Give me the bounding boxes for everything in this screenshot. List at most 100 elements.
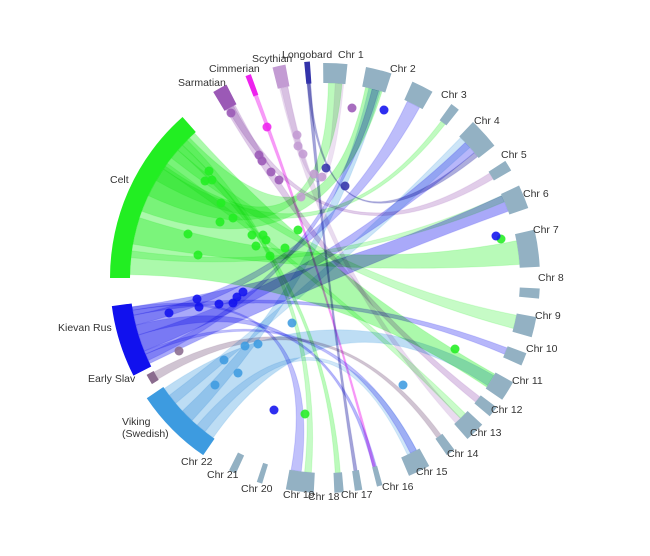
marker-dot-celt [207, 175, 217, 185]
marker-dot-scythian [309, 169, 319, 179]
label-chr-20: Chr 20 [241, 483, 273, 495]
marker-dot-scythian [292, 130, 302, 140]
marker-dot-kievan-rus [232, 292, 242, 302]
labels-layer: Celt Kievan Rus Early Slav Viking (Swedish) S… [58, 49, 564, 503]
marker-dot-sarmatian [266, 167, 276, 177]
label-early-slav: Early Slav [88, 373, 136, 385]
arc-chr-1 [323, 62, 348, 85]
marker-dot-kievan-rus [164, 308, 174, 318]
label-chr-21: Chr 21 [207, 469, 239, 481]
label-chr-2: Chr 2 [390, 63, 416, 75]
marker-dot-viking [240, 341, 250, 351]
marker-dot-scythian [293, 141, 303, 151]
label-scythian: Scythian [252, 53, 292, 65]
marker-dot-scythian [296, 192, 306, 202]
arc-chr-8 [515, 229, 540, 268]
label-chr-8: Chr 8 [538, 272, 564, 284]
marker-dot-longobard [321, 163, 331, 173]
marker-dot-kievan-rus [194, 302, 204, 312]
marker-dot-kievan-rus [379, 105, 389, 115]
ribbon-celt-chr-14 [162, 162, 466, 419]
label-chr-10: Chr 10 [526, 343, 558, 355]
marker-dot-celt [258, 230, 268, 240]
marker-dot-kievan-rus [192, 294, 202, 304]
label-chr-13: Chr 13 [470, 427, 502, 439]
arc-kievan-rus [111, 303, 152, 376]
marker-dot-kievan-rus [269, 405, 279, 415]
marker-dot-scythian [298, 149, 308, 159]
label-chr-11: Chr 11 [512, 375, 543, 387]
marker-dot-viking [233, 368, 243, 378]
label-chr-9: Chr 9 [535, 310, 561, 322]
ribbon-viking-chr-2 [181, 87, 382, 422]
arc-chr-2 [362, 66, 392, 93]
arc-chr-15 [435, 433, 455, 456]
label-chr-22: Chr 22 [181, 456, 213, 468]
marker-dot-viking [287, 318, 297, 328]
arc-chr-7 [501, 185, 529, 215]
arc-chr-11 [503, 346, 527, 366]
arc-chr-20 [285, 469, 315, 493]
label-chr-18: Chr 18 [308, 491, 340, 503]
marker-dot-scythian [317, 172, 327, 182]
label-chr-14: Chr 14 [447, 448, 479, 460]
marker-dot-celt [300, 409, 310, 419]
marker-dot-celt [247, 230, 257, 240]
marker-dot-sarmatian [274, 175, 284, 185]
arc-chr-12 [485, 372, 514, 400]
marker-dot-longobard [340, 181, 350, 191]
label-cimmerian: Cimmerian [209, 63, 260, 75]
dots-layer [164, 103, 506, 419]
label-longobard: Longobard [282, 49, 332, 61]
label-chr-5: Chr 5 [501, 149, 527, 161]
arc-chr-6 [488, 160, 512, 181]
marker-dot-celt [265, 251, 275, 261]
arc-chr-9 [519, 287, 540, 299]
label-chr-12: Chr 12 [491, 404, 523, 416]
ribbon-viking-chr-5 [168, 137, 471, 405]
marker-dot-celt [200, 176, 210, 186]
ribbon-viking-chr-12 [163, 329, 495, 439]
label-chr-16: Chr 16 [382, 481, 414, 493]
label-chr-3: Chr 3 [441, 89, 467, 101]
marker-dot-celt [228, 213, 238, 223]
arc-chr-14 [454, 410, 483, 440]
label-chr-7: Chr 7 [533, 224, 559, 236]
marker-dot-celt [216, 198, 226, 208]
ribbon-early-slav-chr-15 [153, 336, 442, 439]
marker-dot-early-slav [174, 346, 184, 356]
marker-dot-kievan-rus [491, 231, 501, 241]
arcs-layer [110, 61, 540, 493]
marker-dot-sarmatian [257, 156, 267, 166]
arc-chr-4 [439, 104, 459, 126]
arc-sarmatian [213, 84, 237, 111]
label-chr-6: Chr 6 [523, 188, 549, 200]
arc-chr-18 [352, 470, 363, 491]
marker-dot-celt [193, 250, 203, 260]
arc-chr-22 [229, 452, 245, 474]
arc-longobard [304, 61, 312, 84]
marker-dot-viking [219, 355, 229, 365]
marker-dot-celt [204, 166, 214, 176]
marker-dot-viking [210, 380, 220, 390]
marker-dot-celt [450, 344, 460, 354]
marker-dot-sarmatian [347, 103, 357, 113]
arc-chr-19 [333, 472, 344, 493]
marker-dot-celt [251, 241, 261, 251]
marker-dot-sarmatian [226, 108, 236, 118]
marker-dot-celt [183, 229, 193, 239]
marker-dot-celt [293, 225, 303, 235]
label-chr-4: Chr 4 [474, 115, 500, 127]
marker-dot-celt [215, 217, 225, 227]
label-kievan-rus: Kievan Rus [58, 322, 112, 334]
label-sarmatian: Sarmatian [178, 77, 226, 89]
arc-chr-16 [401, 448, 430, 476]
ribbon-scythian-chr-14 [278, 85, 462, 424]
arc-cimmerian [245, 74, 259, 97]
ribbons-layer [129, 82, 521, 474]
label-chr-1: Chr 1 [338, 49, 364, 61]
arc-early-slav [146, 371, 159, 385]
label-chr-19: Chr 19 [283, 489, 315, 501]
label-chr-17: Chr 17 [341, 489, 373, 501]
